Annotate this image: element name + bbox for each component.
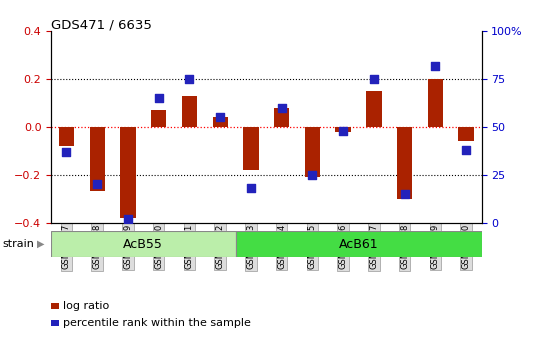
Bar — [151, 110, 166, 127]
Point — [124, 216, 132, 221]
Point — [462, 147, 470, 152]
Text: GDS471 / 6635: GDS471 / 6635 — [51, 19, 152, 32]
Point — [216, 115, 224, 120]
Point — [339, 128, 348, 134]
Point — [62, 149, 71, 155]
Bar — [428, 79, 443, 127]
Bar — [213, 117, 228, 127]
Point — [185, 76, 194, 82]
Point — [370, 76, 378, 82]
Text: AcB61: AcB61 — [339, 238, 378, 250]
Bar — [305, 127, 320, 177]
Bar — [274, 108, 289, 127]
Bar — [182, 96, 197, 127]
Text: AcB55: AcB55 — [123, 238, 163, 250]
Text: percentile rank within the sample: percentile rank within the sample — [63, 318, 251, 328]
Bar — [89, 127, 105, 191]
Bar — [59, 127, 74, 146]
Bar — [366, 91, 381, 127]
Point — [93, 181, 102, 187]
Bar — [51, 231, 236, 257]
Text: strain: strain — [3, 239, 34, 249]
Bar — [336, 127, 351, 131]
Point — [246, 185, 255, 191]
Text: ▶: ▶ — [37, 239, 44, 249]
Point — [154, 95, 163, 101]
Bar — [397, 127, 412, 199]
Text: log ratio: log ratio — [63, 301, 109, 310]
Point — [400, 191, 409, 197]
Point — [278, 105, 286, 110]
Bar — [243, 127, 259, 170]
Bar — [121, 127, 136, 218]
Bar — [236, 231, 482, 257]
Point — [431, 63, 440, 68]
Bar — [458, 127, 474, 141]
Point — [308, 172, 317, 177]
